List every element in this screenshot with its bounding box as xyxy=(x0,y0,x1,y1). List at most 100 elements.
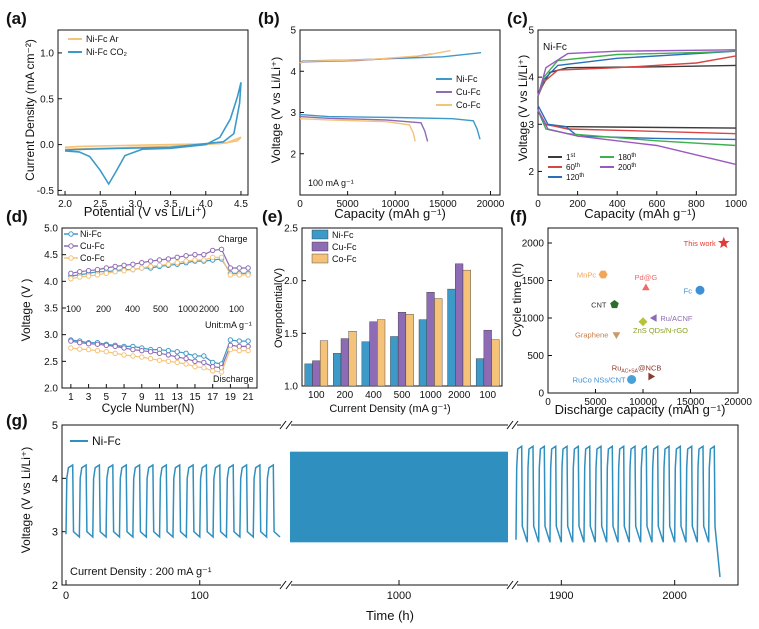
data-point-charge-d-2-15 xyxy=(201,257,207,263)
data-point-discharge-d-1-13 xyxy=(183,355,189,362)
x-tick-label-d-5: 11 xyxy=(154,392,165,403)
y-tick-label-a-0: -0.5 xyxy=(37,186,55,197)
data-point-charge-d-1-0 xyxy=(68,270,74,277)
data-point-discharge-d-1-1 xyxy=(77,339,83,346)
axis-title-g-y: Voltage (V vs Li/Li⁺) xyxy=(19,447,33,553)
panel-label-a: (a) xyxy=(6,9,27,28)
scatter-label-f-6: ZnS QDs/N-rGO xyxy=(633,326,688,335)
annotation-d-rate-2: 200 xyxy=(96,304,111,314)
data-point-discharge-d-1-16 xyxy=(209,363,216,370)
data-point-discharge-d-1-18 xyxy=(227,342,234,349)
x-tick-label-c-3: 600 xyxy=(648,199,665,210)
data-point-discharge-d-2-12 xyxy=(174,359,180,366)
annotation-d-rate-7: 100 xyxy=(229,304,244,314)
annotation-d-rate-4: 500 xyxy=(153,304,168,314)
legend-swatch-e-1 xyxy=(311,241,329,252)
x-tick-label-d-8: 17 xyxy=(207,392,219,403)
axis-break-top-1-0 xyxy=(506,420,514,430)
x-tick-label-a-5: 4.5 xyxy=(234,199,248,210)
bar-e-1-6 xyxy=(483,329,492,387)
data-point-charge-d-2-3 xyxy=(94,272,101,278)
data-point-charge-d-2-13 xyxy=(183,258,189,264)
bar-e-0-3 xyxy=(390,336,399,387)
bar-e-1-3 xyxy=(397,312,407,387)
series-band-g-seg2 xyxy=(290,451,508,543)
data-point-discharge-d-1-0 xyxy=(68,338,74,344)
data-point-discharge-d-1-7 xyxy=(130,346,136,353)
series-charge-c-1 xyxy=(537,55,737,97)
data-point-charge-d-1-19 xyxy=(236,265,242,271)
annotation-d-rate-1: 100 xyxy=(66,304,81,314)
axis-title-e-x: Current Density (mA g⁻¹) xyxy=(329,403,450,415)
annotation-g-current: Current Density : 200 mA g⁻¹ xyxy=(70,566,212,578)
legend-label-b-ni: Ni-Fc xyxy=(456,74,478,84)
data-point-discharge-d-1-14 xyxy=(192,358,198,365)
data-point-charge-d-1-13 xyxy=(183,253,189,259)
x-tick-label-d-4: 9 xyxy=(139,392,145,403)
data-point-charge-d-2-16 xyxy=(209,254,216,261)
series-charge-c-3 xyxy=(537,50,737,97)
legend-label-b-co: Co-Fc xyxy=(456,100,481,110)
y-tick-label-a-2: 0.5 xyxy=(40,94,54,105)
axis-break-mask-top-0 xyxy=(281,422,291,428)
bar-e-1-1 xyxy=(340,338,349,387)
axis-title-c-x: Capacity (mAh g⁻¹) xyxy=(584,206,696,221)
data-point-charge-d-2-9 xyxy=(147,263,154,270)
x-tick-label-b-2: 10000 xyxy=(381,199,409,210)
data-point-discharge-d-1-8 xyxy=(139,347,145,354)
scatter-point-f-4 xyxy=(610,300,619,309)
legend-label-e-co: Co-Fc xyxy=(332,254,357,264)
scatter-point-f-1 xyxy=(598,270,608,279)
x-tick-label-f-0: 0 xyxy=(545,397,551,408)
x-tick-label-e-0: 100 xyxy=(308,390,325,401)
x-tick-label-b-1: 5000 xyxy=(336,199,359,210)
scatter-label-f-3: Fc xyxy=(684,286,693,295)
data-point-discharge-d-1-15 xyxy=(201,359,207,366)
data-point-discharge-d-2-8 xyxy=(139,354,145,360)
data-point-discharge-d-2-0 xyxy=(68,345,74,351)
data-point-charge-d-2-12 xyxy=(174,259,180,266)
bar-e-0-6 xyxy=(475,358,485,387)
legend-label-c-4: 200th xyxy=(618,163,636,172)
data-point-discharge-d-2-7 xyxy=(130,353,136,359)
data-point-discharge-d-2-3 xyxy=(94,347,101,354)
legend-marker-d-2 xyxy=(68,255,74,261)
scatter-point-f-3 xyxy=(695,285,705,295)
axis-title-g-x: Time (h) xyxy=(366,608,414,623)
data-point-discharge-d-0-18 xyxy=(227,337,234,343)
annotation-d-charge: Charge xyxy=(218,234,248,244)
data-point-charge-d-2-1 xyxy=(77,274,83,280)
scatter-label-f-0: This work xyxy=(684,239,716,248)
axis-break-bottom-0-0 xyxy=(279,580,287,590)
data-point-discharge-d-2-2 xyxy=(85,346,92,353)
panel-label-b: (b) xyxy=(258,9,280,28)
legend-label-a-ar: Ni-Fc Ar xyxy=(86,34,119,44)
x-tick-label-d-7: 15 xyxy=(189,392,201,403)
data-point-charge-d-1-7 xyxy=(130,261,136,267)
scatter-point-f-7 xyxy=(612,332,621,339)
axis-break-bottom-1-1 xyxy=(511,580,519,590)
data-point-charge-d-2-0 xyxy=(68,275,74,282)
axis-break-mask-bottom-1 xyxy=(508,582,517,588)
panel-label-g: (g) xyxy=(6,411,28,430)
scatter-label-f-4: CNT xyxy=(591,301,607,310)
data-point-charge-d-1-1 xyxy=(77,269,83,275)
x-tick-label-g-2: 1000 xyxy=(387,590,411,602)
x-tick-label-c-5: 1000 xyxy=(725,199,748,210)
data-point-charge-d-2-5 xyxy=(112,269,118,275)
data-point-discharge-d-0-16 xyxy=(209,359,216,366)
data-point-charge-d-1-16 xyxy=(209,247,216,254)
panel-label-f: (f) xyxy=(510,207,527,226)
x-tick-label-f-3: 15000 xyxy=(677,397,705,408)
data-point-discharge-d-2-16 xyxy=(209,368,216,374)
series-discharge-b-1 xyxy=(299,115,429,142)
legend-label-g-ni: Ni-Fc xyxy=(92,434,121,448)
series-discharge-c-4 xyxy=(537,109,737,166)
axis-break-bottom-1-0 xyxy=(506,580,514,590)
data-point-discharge-d-2-11 xyxy=(165,358,172,365)
data-point-discharge-d-1-20 xyxy=(245,343,251,350)
data-point-discharge-d-1-12 xyxy=(174,354,180,360)
data-point-discharge-d-1-2 xyxy=(85,341,92,347)
y-tick-label-e-2: 2.0 xyxy=(284,276,298,287)
y-tick-label-g-0: 2 xyxy=(52,580,58,592)
